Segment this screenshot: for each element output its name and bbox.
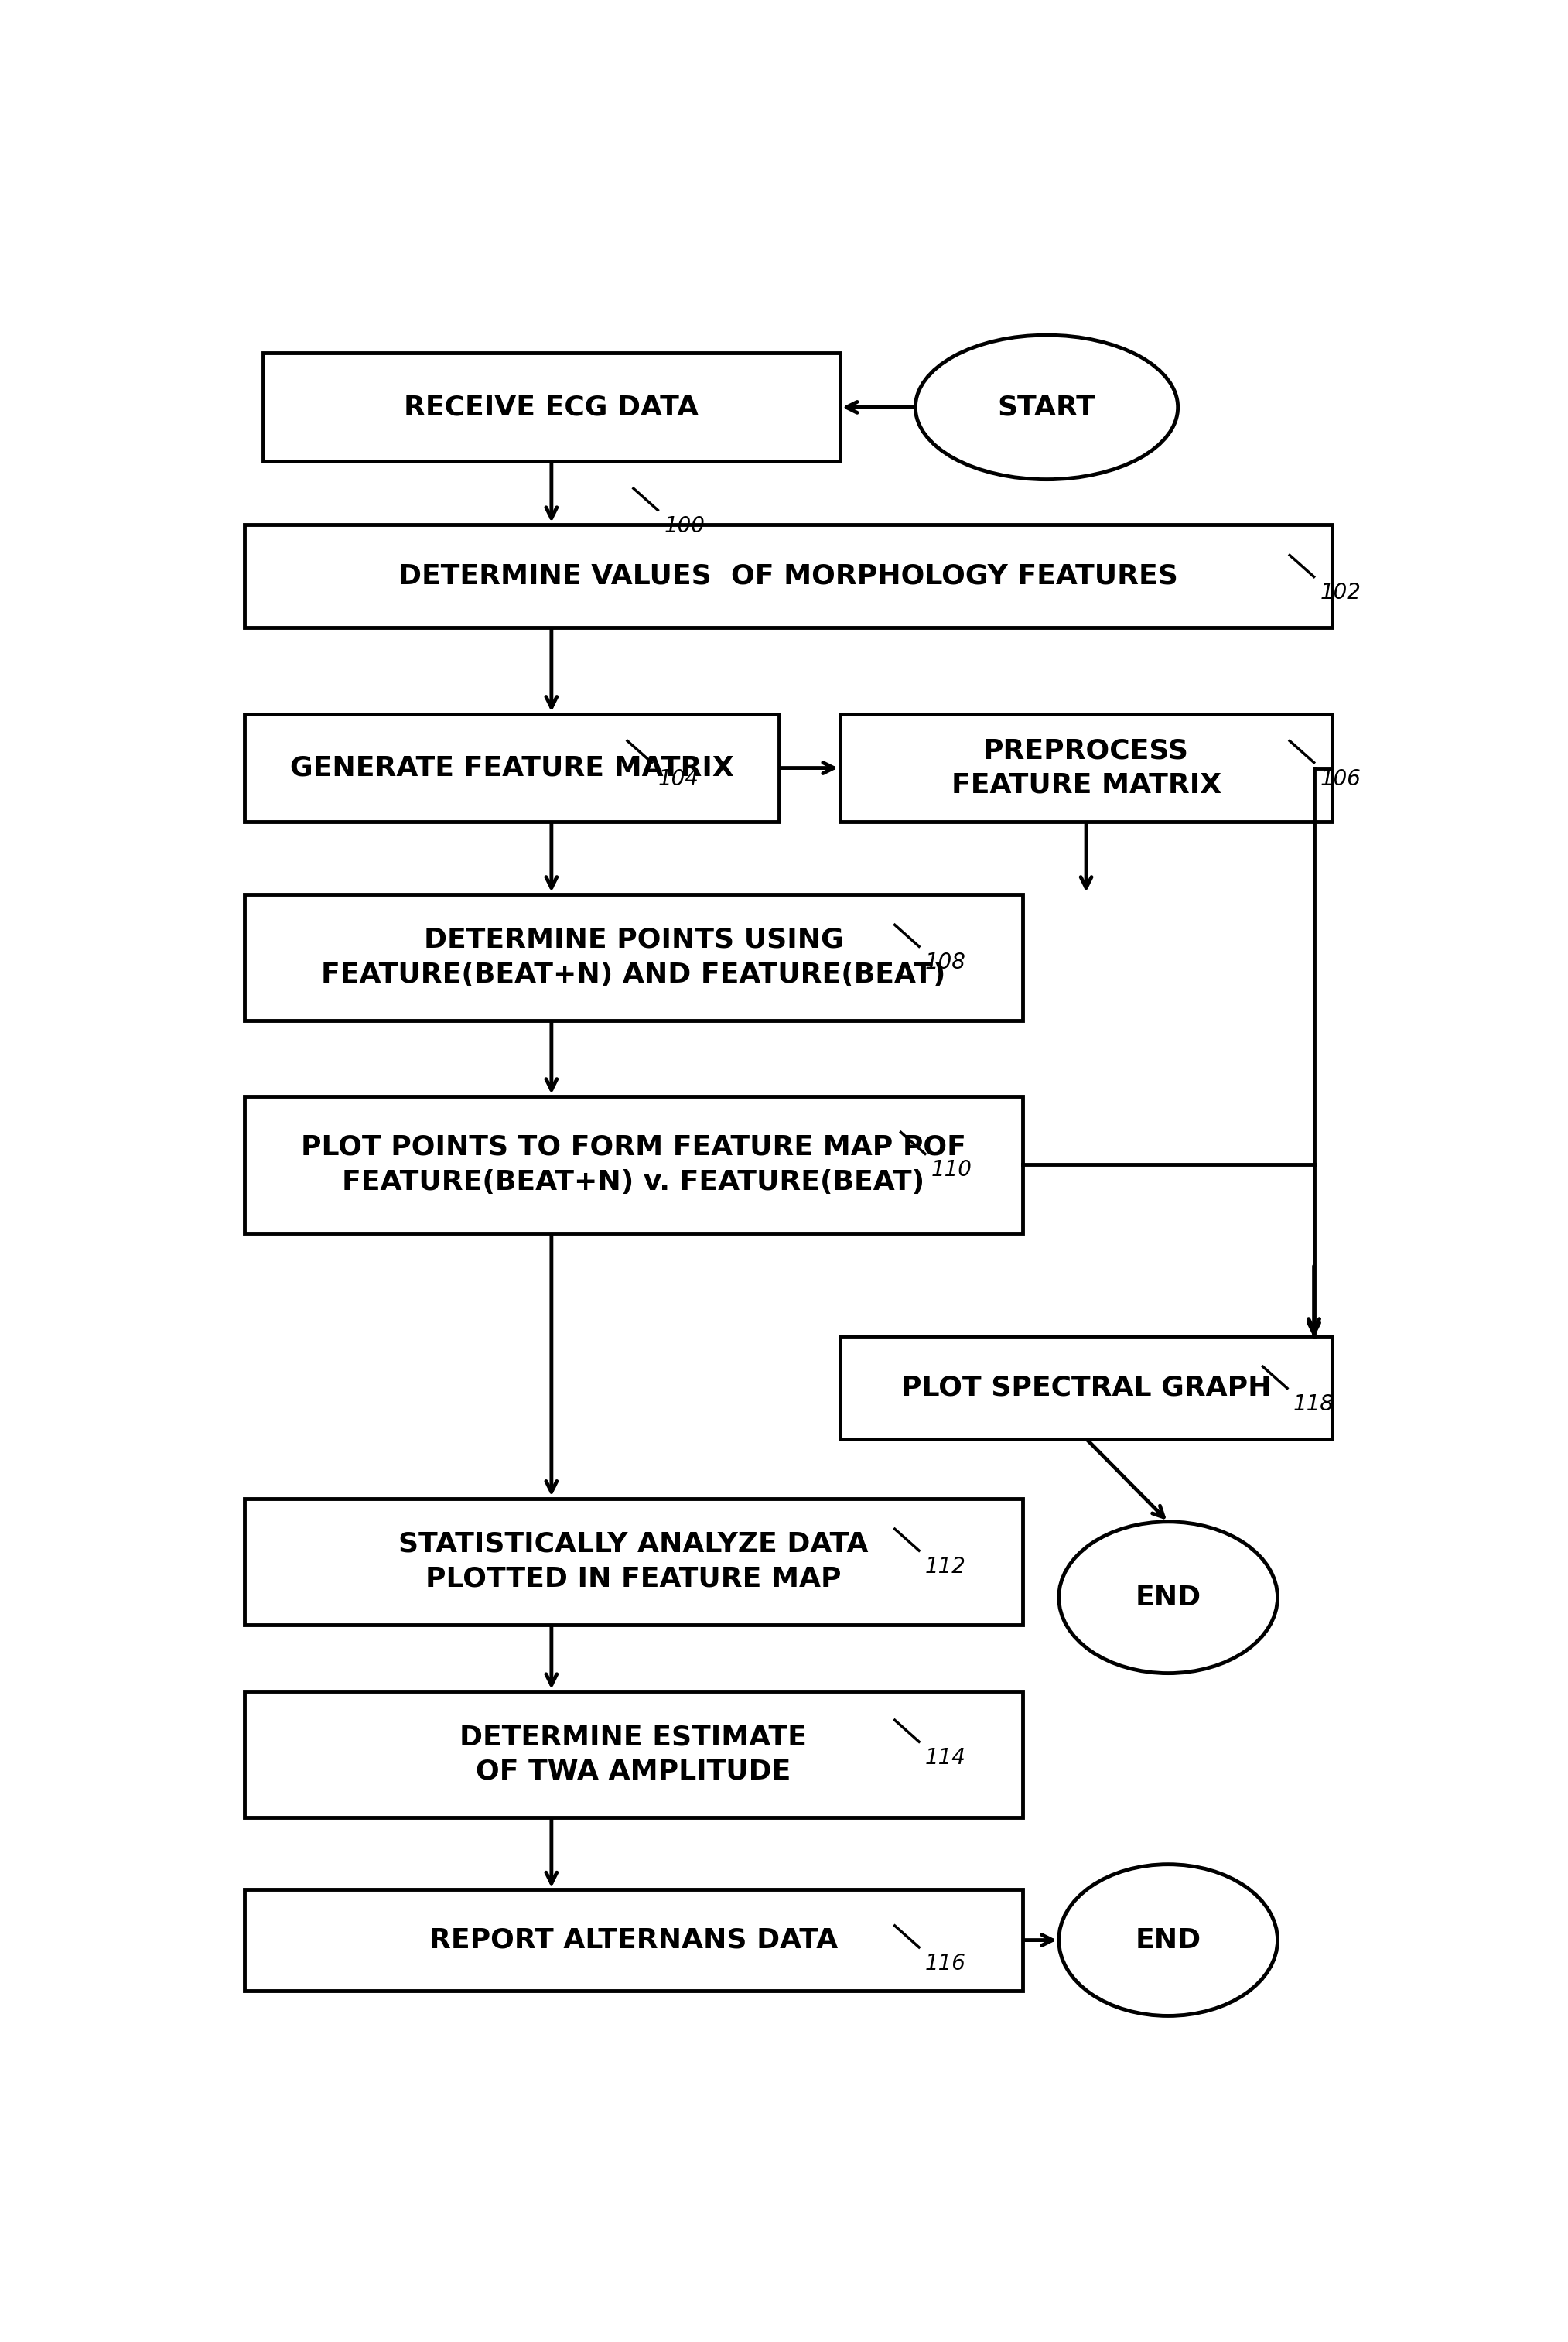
Bar — [245, 1691, 1022, 1817]
Text: 108: 108 — [925, 951, 966, 974]
Bar — [245, 1499, 1022, 1625]
Text: REPORT ALTERNANS DATA: REPORT ALTERNANS DATA — [430, 1927, 837, 1953]
Text: STATISTICALLY ANALYZE DATA
PLOTTED IN FEATURE MAP: STATISTICALLY ANALYZE DATA PLOTTED IN FE… — [398, 1532, 869, 1593]
Bar — [245, 1890, 1022, 1991]
Text: 116: 116 — [925, 1953, 966, 1974]
Bar — [245, 714, 779, 822]
Text: START: START — [997, 393, 1096, 422]
Bar — [245, 525, 1333, 628]
Ellipse shape — [1058, 1522, 1278, 1672]
Text: 110: 110 — [931, 1159, 972, 1180]
Text: DETERMINE VALUES  OF MORPHOLOGY FEATURES: DETERMINE VALUES OF MORPHOLOGY FEATURES — [398, 562, 1178, 590]
Text: PLOT SPECTRAL GRAPH: PLOT SPECTRAL GRAPH — [902, 1375, 1272, 1401]
Text: 114: 114 — [925, 1747, 966, 1768]
Bar — [263, 354, 840, 461]
Ellipse shape — [1058, 1864, 1278, 2016]
Text: 118: 118 — [1294, 1393, 1334, 1415]
Text: PLOT POINTS TO FORM FEATURE MAP POF
FEATURE(BEAT+N) v. FEATURE(BEAT): PLOT POINTS TO FORM FEATURE MAP POF FEAT… — [301, 1134, 966, 1194]
Ellipse shape — [916, 335, 1178, 480]
Bar — [245, 895, 1022, 1021]
Text: RECEIVE ECG DATA: RECEIVE ECG DATA — [405, 393, 699, 422]
Text: END: END — [1135, 1927, 1201, 1953]
Bar — [840, 714, 1333, 822]
Text: END: END — [1135, 1583, 1201, 1611]
Text: PREPROCESS
FEATURE MATRIX: PREPROCESS FEATURE MATRIX — [952, 738, 1221, 799]
Text: 104: 104 — [659, 768, 699, 789]
Text: 106: 106 — [1320, 768, 1361, 789]
Bar — [840, 1335, 1333, 1438]
Text: 112: 112 — [925, 1555, 966, 1579]
Text: DETERMINE POINTS USING
FEATURE(BEAT+N) AND FEATURE(BEAT): DETERMINE POINTS USING FEATURE(BEAT+N) A… — [321, 927, 946, 988]
Text: 100: 100 — [663, 515, 704, 536]
Text: GENERATE FEATURE MATRIX: GENERATE FEATURE MATRIX — [290, 754, 734, 782]
Text: DETERMINE ESTIMATE
OF TWA AMPLITUDE: DETERMINE ESTIMATE OF TWA AMPLITUDE — [459, 1724, 808, 1785]
Bar — [245, 1096, 1022, 1234]
Text: 102: 102 — [1320, 583, 1361, 604]
